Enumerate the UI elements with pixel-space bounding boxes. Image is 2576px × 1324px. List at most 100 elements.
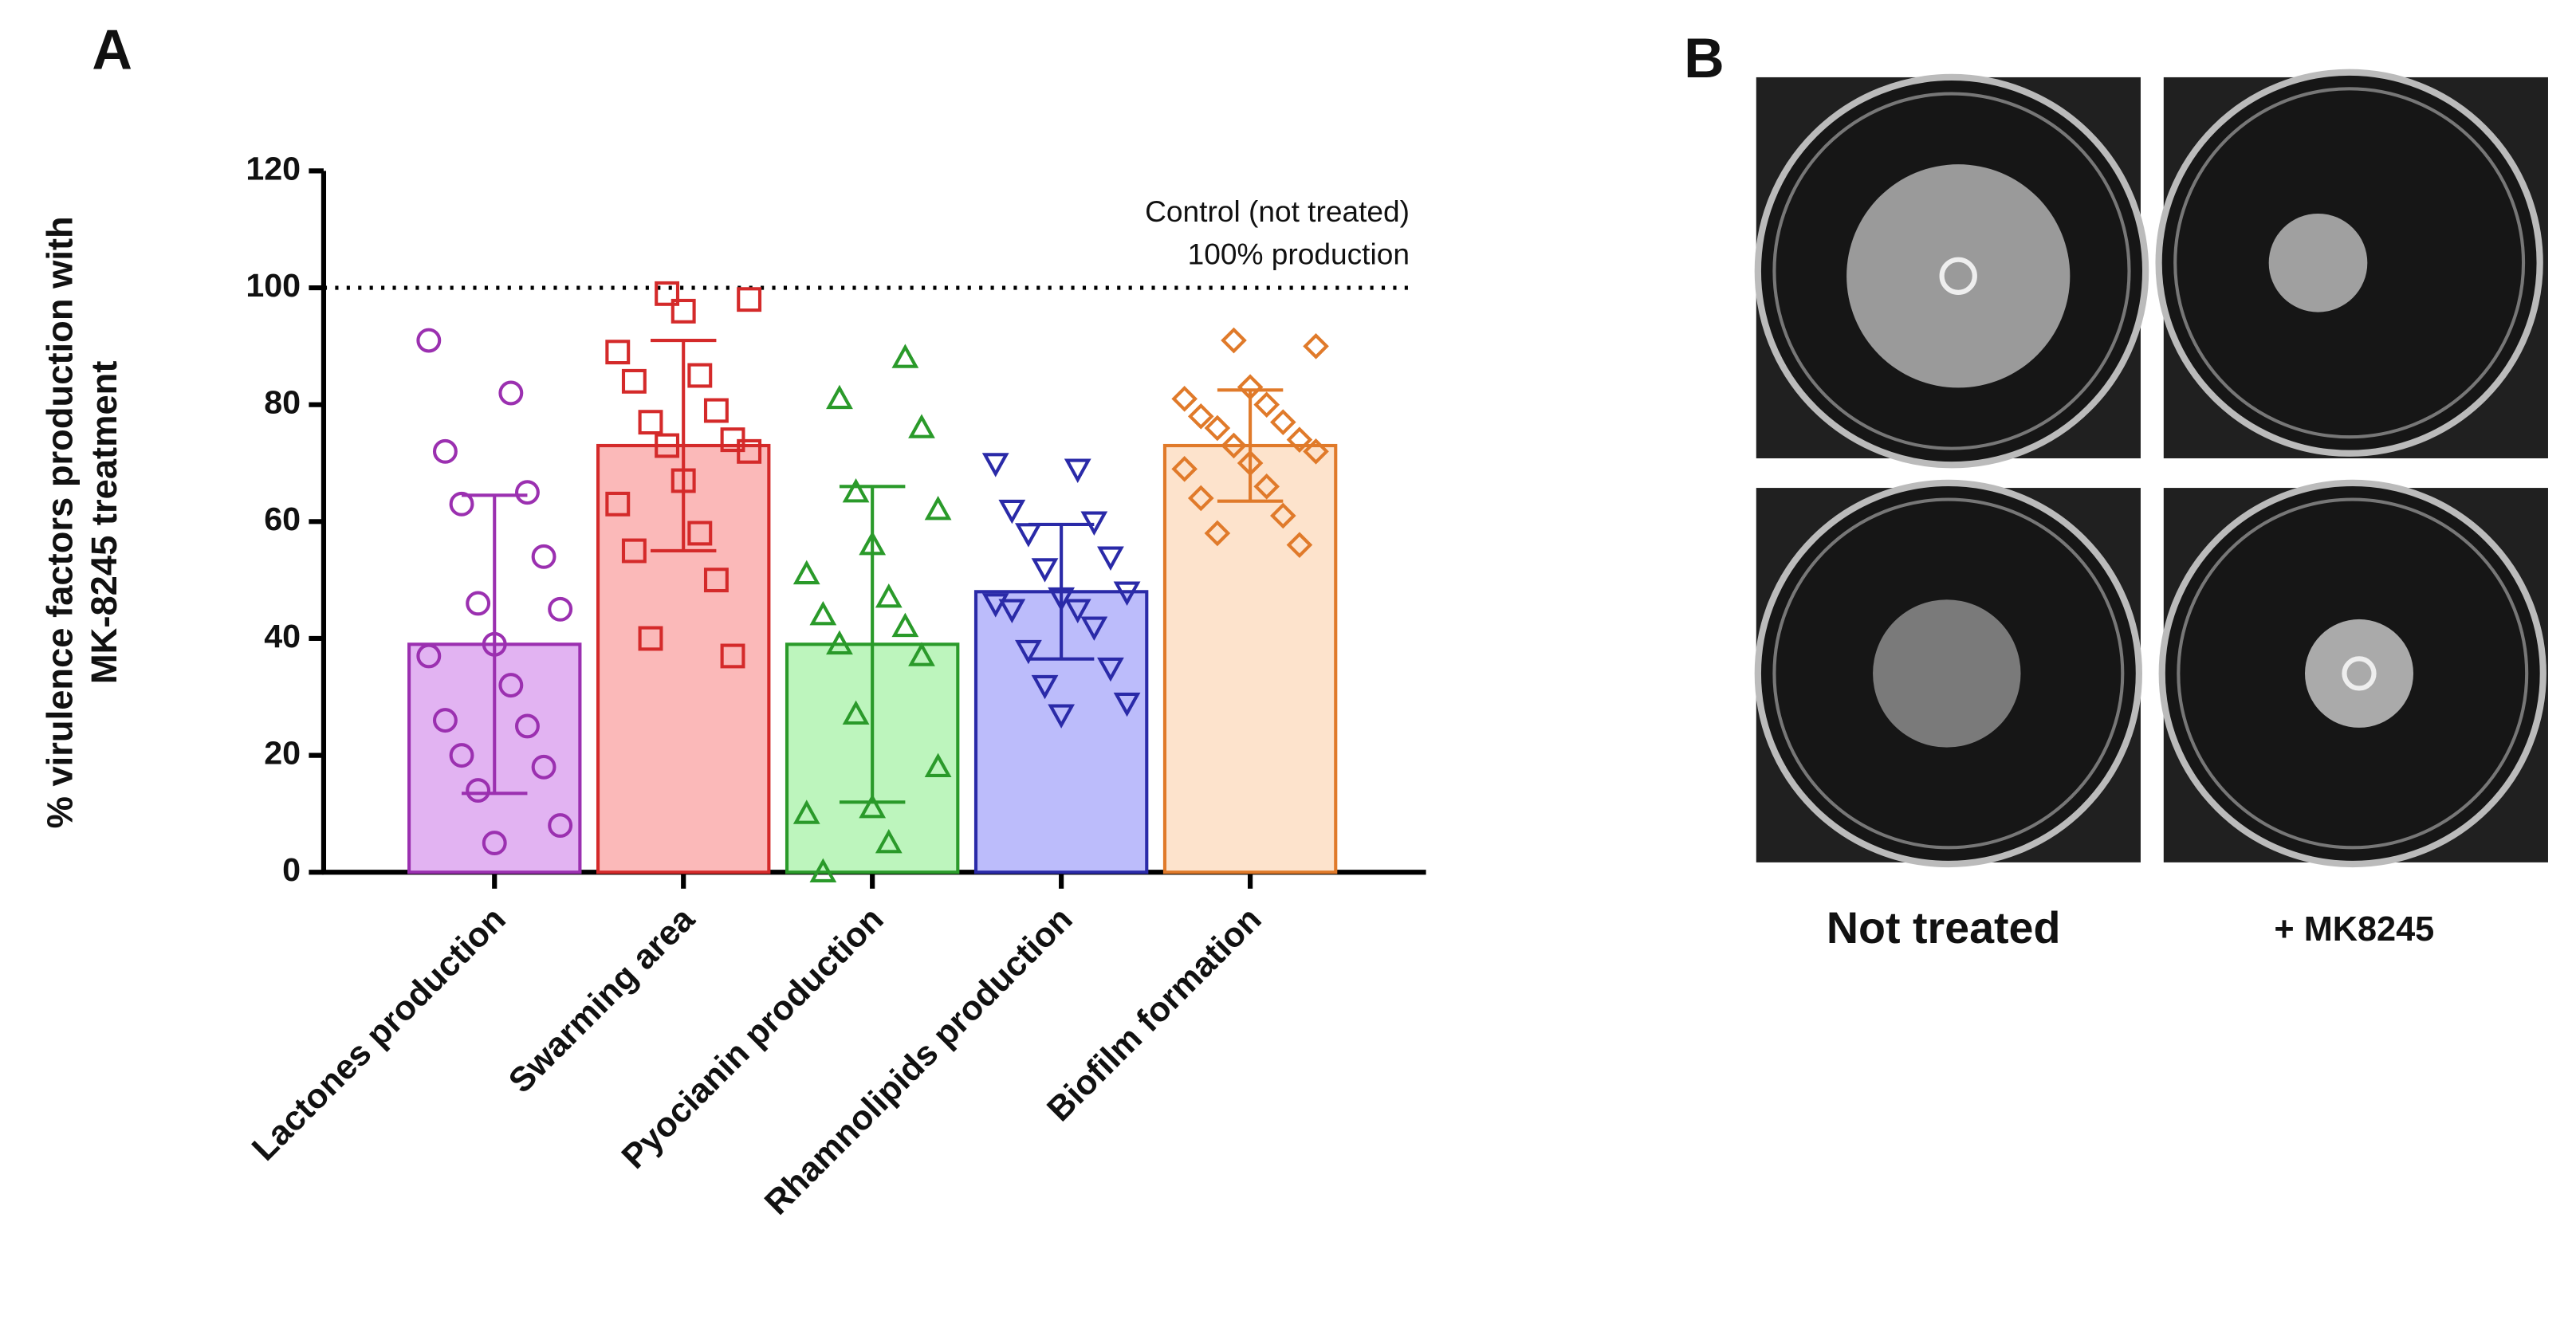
y-axis-label: MK-8245 treatment [84,361,124,685]
data-point [981,593,1009,618]
data-point [531,544,556,569]
data-point [809,600,837,626]
data-point [498,380,524,406]
data-point [1270,502,1296,529]
data-point [687,363,713,388]
data-point [842,478,870,503]
data-point [1048,704,1076,729]
x-tick-label: Biofilm formation [1040,900,1268,1129]
data-point [1015,523,1042,548]
data-point [449,743,474,768]
photos [1754,69,2548,868]
data-point [605,340,631,365]
data-point [720,643,745,669]
data-point [875,583,903,608]
data-point [1064,458,1091,483]
data-point [792,800,820,824]
data-point [859,793,887,819]
x-tick-label: Swarming area [501,899,702,1100]
data-point [809,858,837,883]
data-point [1171,386,1198,412]
data-point [1221,327,1247,354]
data-point [416,643,442,669]
dish [1772,497,2125,850]
data-point [482,631,507,657]
data-point [891,344,919,368]
data-point [687,521,713,546]
panel-label: B [1684,27,1725,89]
data-point [466,778,491,803]
data-point [1286,532,1313,558]
dish [2177,497,2529,850]
data-point [1221,432,1247,459]
dish [2173,87,2526,439]
caption: Not treated [1827,903,2061,953]
y-tick-label: 60 [264,501,301,537]
data-point [1204,414,1231,442]
x-tick-label: Rhamnolipids production [757,900,1080,1222]
data-point [466,591,491,616]
y-tick-label: 100 [246,267,301,304]
data-point [924,752,952,778]
data-point [826,384,853,410]
data-point [1303,438,1329,465]
data-point [638,410,663,435]
data-point [737,287,762,312]
bar [1162,443,1338,874]
data-point [1080,511,1108,536]
data-point [1113,581,1141,606]
y-tick-label: 40 [264,618,301,654]
colony [2268,213,2368,312]
data-point [432,438,458,464]
data-point [1113,692,1141,717]
data-point [891,612,919,638]
data-point [1048,587,1076,612]
colony [2342,656,2377,691]
y-tick-label: 20 [264,735,301,772]
data-point [548,813,573,839]
caption: + MK8245 [2274,910,2434,949]
colony [1939,257,1977,295]
x-tick-label: Lactones production [245,900,513,1168]
data-point [671,468,696,493]
data-point [1187,403,1214,430]
data-point [859,531,887,556]
data-point [514,480,540,505]
data-point [1237,374,1264,400]
colony [2305,619,2414,728]
y-tick-label: 120 [246,150,301,187]
data-point [655,281,680,306]
data-point [1253,391,1280,418]
data-point [1080,616,1108,641]
data-point [908,642,935,666]
data-point [498,673,524,698]
data-point [1187,485,1214,512]
colony [1873,599,2021,748]
data-point [792,560,820,585]
y-tick-label: 0 [282,851,301,888]
data-point [1015,639,1042,665]
data-point [826,630,853,655]
annotation: Control (not treated) [1145,194,1410,228]
data-point [638,626,663,651]
data-point [908,414,935,438]
data-point [875,828,903,854]
data-point [703,398,729,423]
dish [1772,92,2131,450]
data-point [482,831,507,856]
y-tick-label: 80 [264,384,301,421]
data-point [1303,333,1329,359]
data-point [842,700,870,725]
data-point [998,599,1026,623]
data-point [416,328,442,353]
data-point [432,708,458,733]
data-point [449,491,474,517]
data-point [1270,409,1296,435]
data-point [1253,473,1280,500]
data-point [924,496,952,521]
data-point [621,368,647,394]
data-point [737,438,762,464]
data-point [514,713,540,739]
data-point [1031,674,1059,700]
